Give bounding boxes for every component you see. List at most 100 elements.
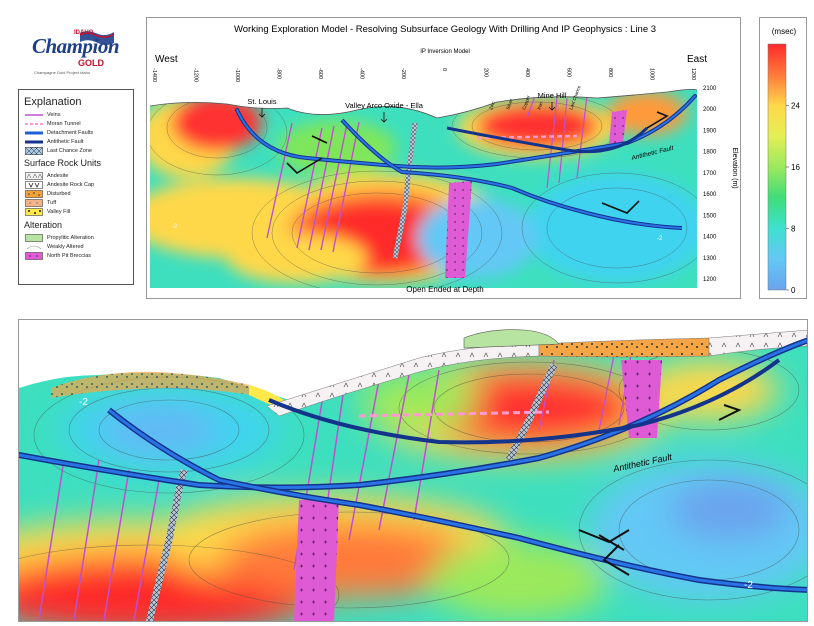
drill-hole-label: Silver xyxy=(505,98,514,111)
detail-section-graphic: Antithetic Fault -2 -2 xyxy=(19,329,807,621)
legend-title: Explanation xyxy=(24,96,82,108)
detail-section-panel: Antithetic Fault -2 -2 xyxy=(18,319,808,622)
location-mine-hill: Mine Hill xyxy=(538,91,567,100)
contour-value: -2 xyxy=(657,236,663,242)
elevation-tick-label: 2100 xyxy=(703,86,717,92)
x-tick-label: 800 xyxy=(607,68,613,77)
disturbed-unit xyxy=(538,337,710,358)
rock-units-heading: Surface Rock Units xyxy=(24,158,102,168)
model-label: IP Inversion Model xyxy=(420,49,470,55)
weakly-altered-swatch xyxy=(26,245,42,250)
legend-item-tuff: Tuff xyxy=(25,199,131,208)
drill-hole-label: Iron xyxy=(536,101,544,110)
elevation-tick-label: 1700 xyxy=(703,171,717,177)
last-chance-zone-swatch xyxy=(25,147,43,155)
colorbar-tick-label: 16 xyxy=(791,163,800,172)
legend-item-disturbed: Disturbed xyxy=(25,190,131,199)
colorbar-panel: (msec) 24 16 8 0 xyxy=(759,17,807,299)
colorbar-tick-label: 0 xyxy=(791,286,796,295)
x-tick-label: 600 xyxy=(566,68,572,77)
legend-item-andesite-rock-cap: Andesite Rock Cap xyxy=(25,181,131,190)
x-tick-label: -400 xyxy=(358,68,364,79)
east-label: East xyxy=(687,54,707,65)
cross-section-graphic: Working Exploration Model - Resolving Su… xyxy=(149,24,738,294)
antithetic-fault-swatch xyxy=(25,140,43,144)
legend-panel: Explanation Veins Moran Tunnel Detachmen… xyxy=(18,89,134,285)
legend-label: Valley Fill xyxy=(47,209,71,215)
legend-label: Weakly Altered xyxy=(47,244,84,250)
detail-contour-value: -2 xyxy=(79,397,88,408)
open-ended-label: Open Ended at Depth xyxy=(406,285,483,294)
elevation-tick-label: 1300 xyxy=(703,256,717,262)
resistivity-map xyxy=(150,89,697,288)
legend-item-antithetic-fault: Antithetic Fault xyxy=(25,138,131,147)
logo-sub-brand: GOLD xyxy=(78,58,104,68)
elevation-tick-label: 1500 xyxy=(703,213,717,219)
valley-fill-swatch xyxy=(25,208,43,216)
legend-label: Disturbed xyxy=(47,191,71,197)
x-tick-labels: -1400 -1200 -1000 -800 -600 -400 -200 0 200 400 60… xyxy=(151,68,696,82)
location-st-louis: St. Louis xyxy=(247,97,276,106)
legend-label: Moran Tunnel xyxy=(47,121,81,127)
x-tick-label: 1200 xyxy=(690,68,696,80)
legend-label: Tuff xyxy=(47,200,57,206)
propylitic-alteration-unit xyxy=(463,329,560,349)
x-tick-label: 200 xyxy=(483,68,489,77)
detachment-fault-swatch xyxy=(25,131,43,135)
andesite-rock-cap-swatch xyxy=(25,181,43,189)
legend-item-veins: Veins xyxy=(25,111,131,120)
x-tick-label: 1000 xyxy=(649,68,655,80)
colorbar-tick-label: 24 xyxy=(791,102,800,111)
flag-icon xyxy=(79,31,115,45)
elevation-tick-label: 1900 xyxy=(703,128,717,134)
elevation-tick-label: 1600 xyxy=(703,192,717,198)
legend-item-detachment-faults: Detachment Faults xyxy=(25,129,131,138)
andesite-cap-unit xyxy=(708,329,807,357)
legend-item-valley-fill: Valley Fill xyxy=(25,208,131,217)
x-tick-label: -1200 xyxy=(192,68,198,82)
legend-label: North Pit Breccias xyxy=(47,253,92,259)
colorbar-tick-label: 8 xyxy=(791,225,796,234)
elevation-tick-label: 1800 xyxy=(703,150,717,156)
west-label: West xyxy=(155,54,178,65)
logo-main-text: Champion xyxy=(32,34,120,58)
x-tick-label: -800 xyxy=(275,68,281,79)
champion-gold-logo: IDAHO Champion GOLD Champagne Gold Proje… xyxy=(22,30,122,80)
disturbed-swatch xyxy=(25,190,43,198)
logo-tagline: Champagne Gold Project Idaho xyxy=(34,70,91,75)
detail-contour-value: -2 xyxy=(744,580,753,591)
elevation-tick-labels: 2100 2000 1900 1800 1700 1600 1500 1400 1300 1200 xyxy=(703,86,717,283)
elevation-tick-label: 1400 xyxy=(703,235,717,241)
legend-label: Detachment Faults xyxy=(47,130,94,136)
legend-label: Veins xyxy=(47,112,61,118)
logo-small-text: IDAHO xyxy=(74,30,94,36)
x-tick-label: -1400 xyxy=(151,68,157,82)
x-tick-label: -600 xyxy=(317,68,323,79)
tuff-unit xyxy=(51,371,251,398)
x-tick-label: -200 xyxy=(400,68,406,79)
section-title: Working Exploration Model - Resolving Su… xyxy=(234,24,656,35)
colorbar-unit-label: (msec) xyxy=(772,27,797,36)
elevation-tick-label: 2000 xyxy=(703,107,717,113)
legend-label: Andesite xyxy=(47,173,69,179)
legend-item-andesite: Andesite xyxy=(25,172,131,181)
drill-hole-label: Zinc xyxy=(488,100,496,110)
colorbar-graphic: (msec) 24 16 8 0 xyxy=(767,27,800,295)
contour-value: -2 xyxy=(172,224,178,230)
veins-swatch xyxy=(25,114,43,116)
x-tick-label: -1000 xyxy=(234,68,240,82)
drill-hole-label: Copper xyxy=(521,94,531,110)
moran-tunnel-swatch xyxy=(25,123,43,125)
tuff-swatch xyxy=(25,199,43,207)
north-pit-breccias-swatch xyxy=(25,252,43,260)
legend-label: Last Chance Zone xyxy=(47,148,92,154)
andesite-swatch xyxy=(25,172,43,180)
x-tick-label: 0 xyxy=(441,68,447,71)
colorbar-tick-labels: 24 16 8 0 xyxy=(786,102,800,295)
elevation-axis-label: Elevation (m) xyxy=(731,147,738,188)
cross-section-panel: Working Exploration Model - Resolving Su… xyxy=(146,17,741,299)
legend-item-moran-tunnel: Moran Tunnel xyxy=(25,120,131,129)
elevation-tick-label: 1200 xyxy=(703,277,717,283)
x-tick-label: 400 xyxy=(524,68,530,77)
legend-item-north-pit-breccias: North Pit Breccias xyxy=(25,252,131,261)
